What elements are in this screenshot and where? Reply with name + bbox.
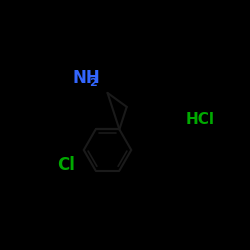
Text: Cl: Cl [57, 156, 75, 174]
Text: 2: 2 [90, 78, 97, 88]
Text: HCl: HCl [186, 112, 214, 128]
Text: NH: NH [72, 69, 100, 87]
